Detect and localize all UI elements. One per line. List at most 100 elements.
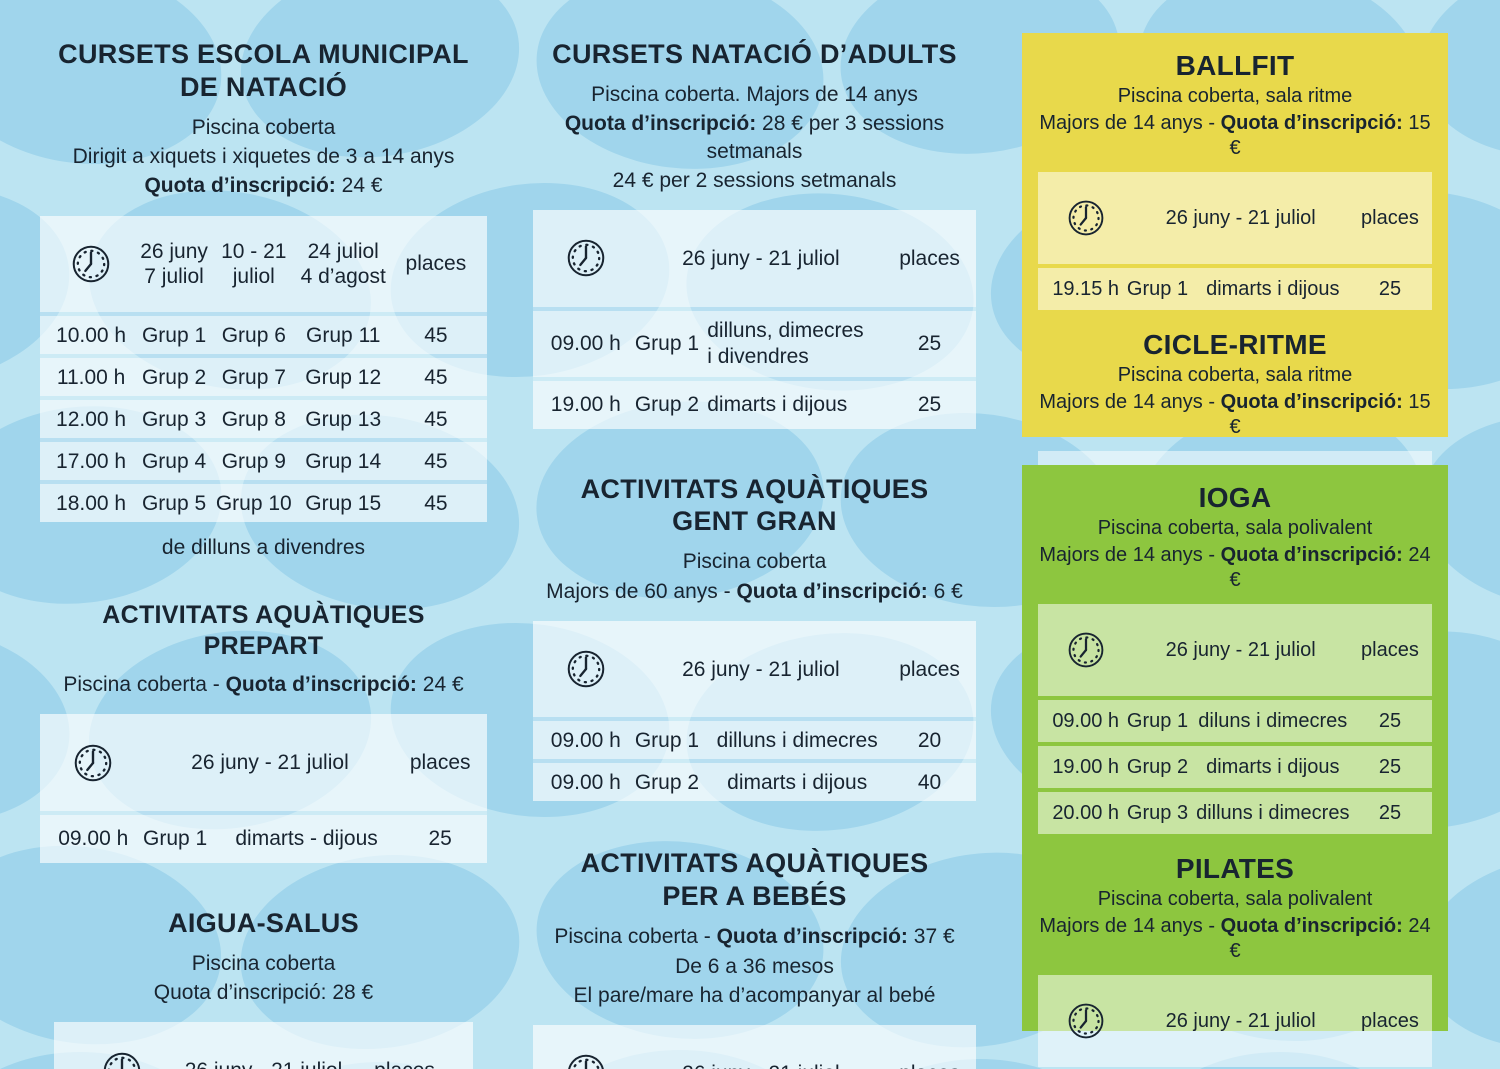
section-escola-natacio: CURSETS ESCOLA MUNICIPAL DE NATACIÓ Pisc… [40,38,487,560]
fee-line: Majors de 14 anys - Quota d’inscripció: … [1038,914,1432,965]
clock-cell [541,1028,631,1069]
places-cell: 20 [917,728,942,752]
section-pilates: PILATES Piscina coberta, sala polivalent… [1038,852,1432,1069]
table-header-row: 26 juny - 21 juliol places [533,1025,976,1069]
fee-line: Quota d’inscripció: 28 € [153,981,374,1005]
clock-cell [1046,978,1125,1064]
group-cell: Grup 2 [141,365,207,389]
places-cell: 25 [428,827,452,851]
venue-prefix: Piscina coberta - [554,925,717,949]
fee-label: Quota d’inscripció: [716,925,908,949]
fee-label: Quota d’inscripció: [736,579,928,603]
places-cell: 25 [1378,755,1402,778]
clock-icon [1068,1003,1104,1039]
group-cell: Grup 3 [1126,801,1189,824]
section-title: CICLE-RITME [1143,328,1327,360]
places-cell: 25 [1378,801,1402,824]
places-cell: 45 [424,323,448,347]
places-cell: 45 [424,407,448,431]
days-cell: dilluns, dimecres i divendres [707,319,864,368]
clock-icon [567,650,605,688]
time-cell: 17.00 h [56,449,127,473]
group-cell: Grup 6 [221,323,286,347]
clock-icon [74,744,112,781]
panel-fitness-yellow: BALLFIT Piscina coberta, sala ritme Majo… [1022,33,1448,589]
section-title: BALLFIT [1175,50,1295,81]
table-row: 20.00 h Grup 3 dilluns i dimecres 25 [1038,791,1432,834]
age-line: De 6 a 36 mesos [675,954,834,978]
table-header-row: 26 juny - 21 juliol places [533,620,976,718]
table-row: 09.00 h Grup 2 dimarts i dijous 40 [533,763,976,802]
section-ballfit: BALLFIT Piscina coberta, sala ritme Majo… [1038,49,1432,310]
fee-line: Majors de 60 anys - Quota d’inscripció: … [533,578,976,605]
fee-value: 24 € [1229,914,1431,963]
schedule-table-ballfit: 26 juny - 21 juliol places 19.15 h Grup … [1038,171,1432,310]
table-row: 09.00 h Grup 1 dilluns, dimecres i diven… [533,310,976,377]
group-cell: Grup 7 [221,365,286,389]
time-cell: 19.00 h [1052,755,1120,778]
group-cell: Grup 2 [634,392,700,416]
group-cell: Grup 14 [305,449,382,473]
clock-icon [1068,632,1104,668]
days-cell: diluns i dimecres [1198,709,1348,732]
audience-prefix: Majors de 14 anys - [1039,543,1221,566]
date-range-header: 26 juny - 21 juliol [1165,638,1316,661]
time-cell: 09.00 h [1052,709,1120,732]
venue-prefix: Piscina coberta - [63,673,226,697]
section-title: ACTIVITATS AQUÀTIQUES PER A BEBÉS [580,848,929,912]
date-range-header: 26 juny - 21 juliol [682,657,840,681]
fee-line: Majors de 14 anys - Quota d’inscripció: … [1038,543,1432,594]
table-row: 09.00 h Grup 1 dimarts - dijous 25 [40,814,487,863]
clock-cell [48,717,139,807]
time-cell: 10.00 h [56,323,127,347]
days-cell: dilluns i dimecres [1196,801,1350,824]
audience-line: Dirigit a xiquets i xiquetes de 3 a 14 a… [72,145,455,169]
clock-cell [48,219,134,309]
time-cell: 20.00 h [1052,801,1120,824]
places-header: places [405,252,467,276]
fee-value: 15 € [1229,111,1431,160]
time-cell: 09.00 h [550,331,621,355]
places-header: places [1361,1009,1419,1032]
section-title: IOGA [1198,482,1272,513]
group-cell: Grup 1 [634,728,700,752]
table-header-row: 26 juny - 21 juliol places [40,714,487,811]
schedule-table-prepart: 26 juny - 21 juliol places 09.00 h Grup … [40,714,487,863]
table-header-row: 26 juny - 21 juliol places [54,1022,473,1069]
clock-icon [568,1055,604,1069]
fee-line: Quota d’inscripció: 24 € [40,172,487,199]
venue-line: Piscina coberta. Majors de 14 anys [591,82,918,106]
schedule-table-gent-gran: 26 juny - 21 juliol places 09.00 h Grup … [533,620,976,802]
section-title: CURSETS ESCOLA MUNICIPAL DE NATACIÓ [58,39,469,102]
time-cell: 09.00 h [550,728,621,752]
group-cell: Grup 5 [141,491,207,515]
section-adults: CURSETS NATACIÓ D’ADULTS Piscina coberta… [533,38,976,429]
audience-prefix: Majors de 60 anys - [546,579,737,603]
fee-line-2: 24 € per 2 sessions setmanals [612,168,897,192]
section-title: ACTIVITATS AQUÀTIQUES PREPART [102,601,425,660]
fee-value: 24 € [1229,543,1431,592]
fee-value: 6 € [927,579,963,603]
section-title: AIGUA-SALUS [168,907,359,938]
days-cell: dimarts i dijous [1206,277,1340,300]
fee-value: 24 € [335,174,383,198]
section-aigua-salus: AIGUA-SALUS Piscina coberta Quota d’insc… [40,907,487,1069]
table-header-row: 26 juny - 21 juliol places [1038,974,1432,1067]
days-cell: dimarts i dijous [707,392,848,416]
date-range-header: 26 juny - 21 juliol [631,1061,891,1069]
fee-label: Quota d’inscripció: [225,673,417,697]
audience-prefix: Majors de 14 anys - [1039,914,1221,937]
table-row: 18.00 h Grup 5 Grup 10 Grup 15 45 [40,484,487,523]
date-range-header: 26 juny - 21 juliol [183,1058,344,1069]
fee-line: Piscina coberta - Quota d’inscripció: 37… [533,923,976,950]
fee-label: Quota d’inscripció: [144,174,336,198]
venue-line: Piscina coberta, sala polivalent [1097,888,1373,911]
fee-label: Quota d’inscripció: [564,112,757,136]
section-gent-gran: ACTIVITATS AQUÀTIQUES GENT GRAN Piscina … [533,473,976,802]
places-header: places [1361,206,1419,229]
fee-line: Piscina coberta - Quota d’inscripció: 24… [40,671,487,698]
table-header-row: 26 juny - 21 juliol places [1038,171,1432,264]
places-cell: 45 [424,449,448,473]
audience-prefix: Majors de 14 anys - [1039,390,1221,413]
group-cell: Grup 3 [141,407,207,431]
